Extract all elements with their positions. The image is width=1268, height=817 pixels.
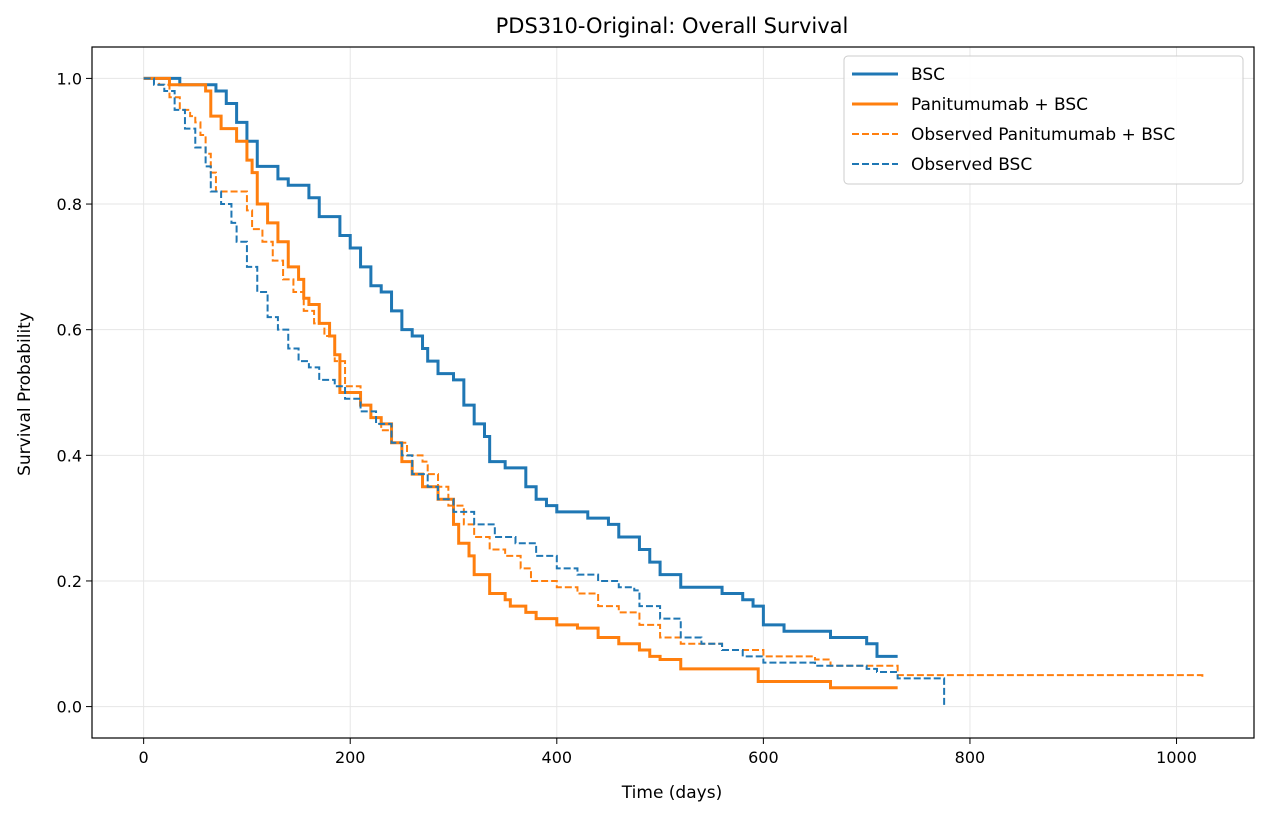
series-line-panitumumab-bsc: [143, 76, 898, 690]
legend-box: [843, 55, 1244, 185]
x-tick-label: 1000: [1156, 748, 1197, 767]
grid: [92, 47, 1254, 738]
x-tick-label: 800: [955, 748, 986, 767]
y-tick-label: 0.8: [57, 195, 82, 214]
x-tick-label: 600: [748, 748, 779, 767]
y-axis-label: Survival Probability: [15, 312, 35, 476]
chart-title: PDS310-Original: Overall Survival: [496, 14, 849, 38]
y-tick-label: 0.0: [57, 698, 82, 717]
x-axis-ticks: 0 200 400 600 800 1000: [139, 738, 1197, 767]
series-line-observed-bsc: [143, 77, 946, 707]
y-axis-ticks: 0.0 0.2 0.4 0.6 0.8 1.0: [57, 69, 92, 717]
series-line-bsc: [143, 76, 898, 658]
y-tick-label: 0.6: [57, 321, 82, 340]
y-tick-label: 0.2: [57, 572, 82, 591]
legend-label: Observed BSC: [911, 155, 1032, 175]
plot-frame: [91, 46, 1255, 739]
legend-label: Panitumumab + BSC: [911, 95, 1088, 115]
y-tick-label: 1.0: [57, 69, 82, 88]
x-axis-label: Time (days): [621, 783, 722, 803]
series-layer: [143, 76, 1204, 707]
x-tick-label: 0: [139, 748, 149, 767]
x-tick-label: 400: [542, 748, 573, 767]
x-tick-label: 200: [335, 748, 366, 767]
y-tick-label: 0.4: [57, 446, 82, 465]
legend-label: BSC: [911, 65, 945, 85]
legend: BSC Panitumumab + BSC Observed Panitumumab…: [843, 55, 1244, 185]
legend-label: Observed Panitumumab + BSC: [911, 125, 1175, 145]
